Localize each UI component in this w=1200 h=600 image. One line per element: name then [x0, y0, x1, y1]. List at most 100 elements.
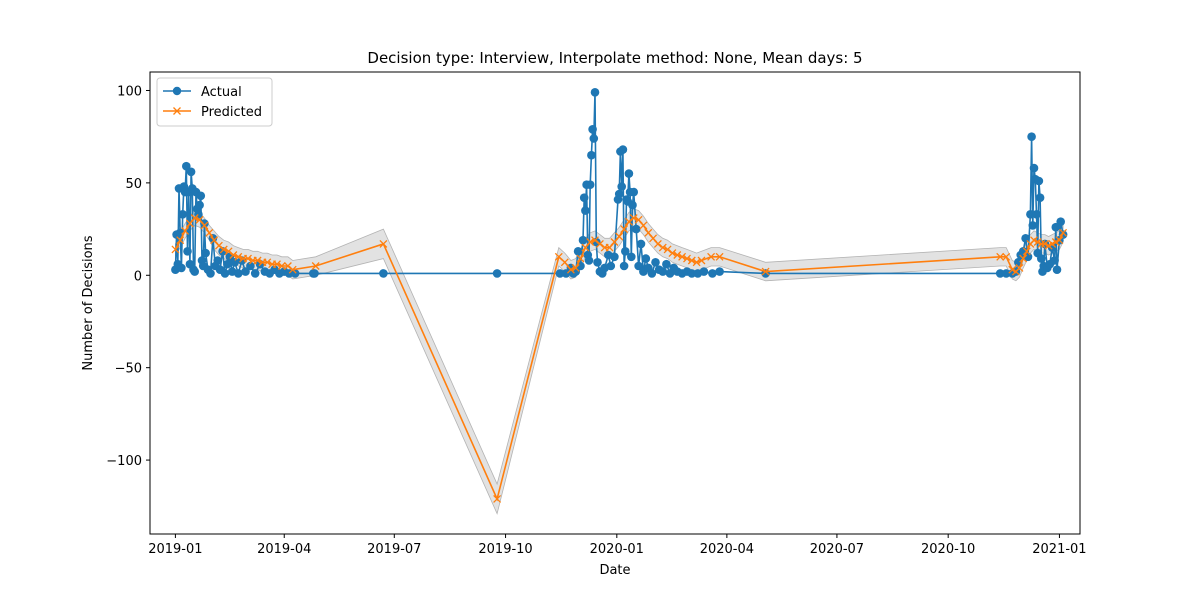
actual-point — [183, 247, 192, 256]
actual-point — [584, 256, 594, 265]
predicted-point — [595, 239, 604, 248]
actual-point — [555, 269, 565, 278]
y-tick-label: 50 — [125, 177, 142, 192]
predicted-point — [190, 214, 199, 222]
predicted-point — [1019, 254, 1028, 263]
legend-box — [156, 77, 273, 127]
x-tick-label: 2020-10 — [921, 542, 975, 557]
actual-point — [636, 239, 646, 249]
predicted-point — [996, 252, 1005, 261]
legend-actual-label: Actual — [201, 85, 242, 100]
predicted-point — [277, 262, 286, 270]
x-tick-label: 2021-01 — [1032, 542, 1086, 557]
predicted-point — [620, 225, 629, 234]
actual-point — [196, 191, 206, 201]
actual-point — [186, 167, 196, 177]
actual-point — [561, 269, 571, 278]
predicted-point — [591, 236, 599, 245]
actual-point — [492, 269, 502, 278]
predicted-point — [171, 245, 180, 254]
actual-point — [310, 269, 319, 278]
predicted-point — [697, 256, 706, 265]
predicted-point — [566, 265, 575, 274]
actual-point — [621, 247, 630, 256]
y-tick-label: −100 — [106, 454, 142, 469]
actual-point — [213, 256, 222, 265]
actual-point — [708, 269, 717, 278]
actual-point — [182, 161, 191, 171]
chart-title: Decision type: Interview, Interpolate me… — [367, 49, 862, 67]
x-tick-label: 2019-01 — [148, 542, 202, 557]
actual-point — [715, 267, 724, 276]
actual-point — [647, 269, 657, 278]
y-tick-label: −50 — [115, 362, 142, 377]
legend: Actual Predicted — [156, 77, 273, 127]
predicted-point — [1059, 228, 1068, 237]
predicted-point — [715, 252, 724, 261]
actual-point — [1032, 210, 1041, 219]
actual-point — [634, 261, 643, 271]
actual-point — [1056, 217, 1065, 226]
predicted-point — [678, 252, 687, 261]
predicted-point — [663, 245, 672, 254]
plot-area — [171, 88, 1068, 515]
actual-point — [618, 145, 628, 154]
legend-predicted-marker — [173, 107, 181, 115]
predicted-point — [214, 241, 223, 250]
predicted-point — [234, 252, 243, 261]
predicted-point — [1037, 239, 1046, 248]
predicted-point — [181, 226, 190, 235]
actual-point — [1037, 254, 1046, 263]
actual-point — [579, 193, 589, 202]
actual-point — [1050, 256, 1059, 265]
actual-point — [1035, 193, 1045, 202]
actual-point — [220, 269, 230, 278]
predicted-point — [176, 236, 185, 245]
predicted-point — [253, 256, 262, 265]
x-tick-label: 2019-07 — [367, 542, 421, 557]
actual-point — [585, 180, 595, 189]
actual-point — [573, 247, 583, 256]
legend-actual-marker — [172, 86, 182, 96]
y-tick-label: 0 — [134, 269, 142, 284]
predicted-point — [263, 258, 272, 267]
actual-point — [246, 261, 255, 271]
predicted-point — [668, 249, 677, 258]
actual-point — [662, 259, 671, 269]
legend-predicted-label: Predicted — [201, 105, 262, 120]
actual-point — [593, 258, 602, 267]
actual-point — [290, 269, 300, 278]
axes-frame — [149, 71, 1081, 535]
x-tick-label: 2020-04 — [700, 542, 754, 557]
actual-point — [177, 263, 186, 273]
actual-point — [1028, 221, 1038, 230]
actual-point — [606, 261, 616, 271]
predicted-point — [229, 251, 238, 259]
predicted-point — [653, 239, 662, 248]
predicted-point — [1055, 236, 1064, 245]
actual-point — [629, 187, 638, 197]
y-axis: 100 50 0 −50 −100 — [106, 84, 150, 469]
actual-point — [1051, 222, 1061, 232]
predicted-point — [1015, 263, 1024, 272]
predicted-point — [1022, 247, 1031, 256]
actual-point — [234, 269, 243, 278]
predicted-point — [205, 228, 214, 237]
actual-point — [587, 150, 596, 160]
predicted-point — [683, 254, 691, 263]
actual-point — [589, 134, 599, 143]
actual-point — [590, 88, 600, 97]
actual-point — [200, 219, 209, 228]
actual-point — [206, 269, 215, 278]
x-tick-label: 2019-10 — [478, 542, 532, 557]
actual-point — [379, 269, 388, 278]
actual-point — [617, 182, 626, 191]
predicted-point — [658, 243, 667, 252]
actual-point — [201, 248, 210, 258]
predicted-point — [288, 265, 297, 274]
actual-point — [614, 189, 624, 199]
predicted-point — [219, 245, 228, 254]
actual-point — [1052, 265, 1062, 275]
predicted-point — [629, 214, 638, 222]
